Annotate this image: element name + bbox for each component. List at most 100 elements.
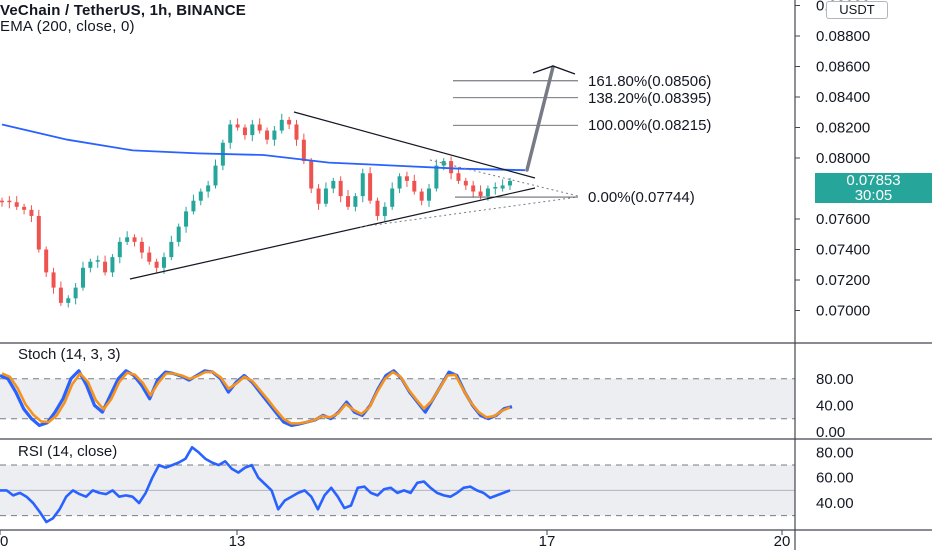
ema-200-line xyxy=(1,123,526,172)
candle-body xyxy=(66,298,71,303)
stoch-d-line xyxy=(1,370,511,425)
current-price-tag: 0.07853 30:05 xyxy=(815,173,932,203)
bar-countdown: 30:05 xyxy=(854,187,893,204)
candle-body xyxy=(382,206,387,216)
candle-body xyxy=(265,130,270,140)
candle-body xyxy=(14,202,19,207)
candle-body xyxy=(36,215,41,250)
candle-body xyxy=(154,261,159,268)
price-tick-label: 0.08000 xyxy=(816,150,870,167)
candle-body xyxy=(242,127,247,136)
stoch-label[interactable]: Stoch (14, 3, 3) xyxy=(18,346,121,363)
candle-body xyxy=(493,186,498,189)
candle-body xyxy=(29,209,34,216)
candle-body xyxy=(412,180,417,192)
candle-body xyxy=(0,200,4,203)
rsi-pane[interactable] xyxy=(0,446,795,524)
candle-body xyxy=(441,161,446,166)
stoch-tick-label: 40.00 xyxy=(816,397,854,414)
candle-body xyxy=(500,185,505,189)
candle-body xyxy=(22,206,27,210)
candle-body xyxy=(44,249,49,273)
fib-level-label: 100.00%(0.08215) xyxy=(588,117,711,134)
candle-body xyxy=(301,139,306,162)
dotted-guide-line xyxy=(359,196,579,228)
candle-body xyxy=(375,200,380,216)
candle-body xyxy=(338,180,343,197)
candle-body xyxy=(279,119,284,131)
triangle-lower-line xyxy=(129,187,536,280)
candle-body xyxy=(331,180,336,189)
candle-body xyxy=(463,180,468,186)
candle-body xyxy=(485,188,490,197)
candle-body xyxy=(191,200,196,212)
candle-body xyxy=(169,241,174,258)
candle-body xyxy=(235,124,240,128)
dotted-guide-line xyxy=(429,159,579,197)
price-tick-label: 0.08800 xyxy=(816,28,870,45)
time-tick-label: 10 xyxy=(0,533,8,550)
currency-selector[interactable]: USDT xyxy=(826,1,888,19)
candle-body xyxy=(184,211,189,227)
candle-body xyxy=(117,241,122,258)
candle-body xyxy=(456,173,461,181)
candle-body xyxy=(88,261,93,268)
candle-body xyxy=(368,173,373,201)
candle-body xyxy=(139,241,144,253)
price-tick-label: 0.08400 xyxy=(816,89,870,106)
candle-body xyxy=(198,191,203,201)
candle-body xyxy=(478,191,483,197)
candle-body xyxy=(272,130,277,140)
rsi-tick-label: 80.00 xyxy=(816,444,854,461)
price-tick-label: 0.08200 xyxy=(816,120,870,137)
candle-body xyxy=(228,124,233,143)
candle-body xyxy=(250,124,255,136)
candle-body xyxy=(73,287,78,299)
candle-body xyxy=(213,165,218,186)
candle-body xyxy=(316,188,321,204)
candle-body xyxy=(95,260,100,262)
candle-body xyxy=(309,161,314,189)
candle-body xyxy=(103,261,108,273)
chart-title: VeChain / TetherUS, 1h, BINANCE xyxy=(0,2,246,19)
candle-body xyxy=(125,237,130,242)
stoch-tick-label: 0.00 xyxy=(816,424,845,441)
candle-body xyxy=(346,196,351,207)
candle-body xyxy=(257,124,262,131)
candle-body xyxy=(110,257,115,273)
candle-body xyxy=(51,272,56,288)
price-tick-label: 0.08600 xyxy=(816,59,870,76)
candle-body xyxy=(58,287,63,303)
candle-body xyxy=(360,173,365,197)
main-price-pane[interactable]: 161.80%(0.08506)138.20%(0.08395) 100.00%(… xyxy=(0,65,711,308)
fib-level-label: 0.00%(0.07744) xyxy=(588,189,695,206)
candle-body xyxy=(508,180,512,186)
stoch-tick-label: 80.00 xyxy=(816,371,854,388)
candle-body xyxy=(434,165,439,189)
candle-body xyxy=(132,237,137,242)
projection-arrow-head xyxy=(532,65,576,75)
candle-body xyxy=(427,188,432,201)
candle-body xyxy=(397,176,402,189)
rsi-label[interactable]: RSI (14, close) xyxy=(18,443,118,460)
ema-indicator-label[interactable]: EMA (200, close, 0) xyxy=(0,18,135,35)
rsi-line xyxy=(0,446,511,524)
projection-arrow-shaft xyxy=(525,65,555,172)
time-tick-label: 17 xyxy=(539,533,556,550)
rsi-tick-label: 60.00 xyxy=(816,470,854,487)
price-tick-label: 0.07600 xyxy=(816,211,870,228)
stoch-pane[interactable] xyxy=(0,369,795,427)
candle-body xyxy=(176,226,181,242)
time-tick-label: 20 xyxy=(774,533,791,550)
candle-body xyxy=(7,200,12,203)
candle-body xyxy=(80,267,85,288)
candle-body xyxy=(287,119,292,125)
price-tick-label: 0.07400 xyxy=(816,242,870,259)
fib-level-label: 161.80%(0.08506) xyxy=(588,73,711,90)
candle-body xyxy=(294,124,299,140)
current-price-value: 0.07853 xyxy=(846,172,901,189)
stoch-band xyxy=(0,378,795,419)
candle-body xyxy=(449,161,454,174)
